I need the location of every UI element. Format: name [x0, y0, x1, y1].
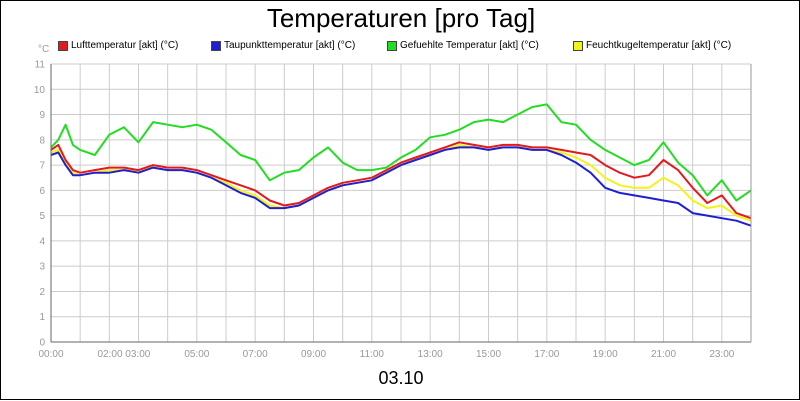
- y-tick-labels: 0 1 2 3 4 5 6 7 8 9 10 11: [34, 60, 46, 349]
- legend-label-feuchtkugeltemperatur: Feuchtkugeltemperatur [akt] (°C): [586, 40, 732, 51]
- legend-label-lufttemperatur: Lufttemperatur [akt] (°C): [71, 40, 179, 51]
- y-tick-label: 1: [39, 312, 45, 323]
- legend-swatch-lufttemperatur: [58, 41, 68, 51]
- legend-swatch-taupunkttemperatur: [211, 41, 221, 51]
- x-tick-label: 19:00: [593, 349, 618, 360]
- y-tick-label: 2: [39, 287, 45, 298]
- chart-title: Temperaturen [pro Tag]: [266, 3, 536, 33]
- y-tick-label: 10: [34, 85, 46, 96]
- series-line-gefuehlte-temperatur: [50, 103, 752, 202]
- y-axis-unit-label: °C: [38, 44, 49, 55]
- x-tick-label: 17:00: [534, 349, 559, 360]
- legend-swatch-feuchtkugeltemperatur: [573, 41, 583, 51]
- x-tick-label: 07:00: [243, 349, 268, 360]
- x-tick-label: 00:00: [38, 349, 63, 360]
- legend-label-gefuehlte-temperatur: Gefuehlte Temperatur [akt] (°C): [400, 40, 539, 51]
- series-line-taupunkttemperatur: [50, 146, 752, 227]
- x-tick-label: 13:00: [418, 349, 443, 360]
- series-line-lufttemperatur: [50, 141, 752, 220]
- y-tick-label: 7: [39, 161, 45, 172]
- series-lines: [50, 103, 752, 227]
- y-tick-label: 6: [39, 186, 45, 197]
- y-tick-label: 3: [39, 262, 45, 273]
- x-tick-label: 15:00: [476, 349, 501, 360]
- x-tick-label: 09:00: [301, 349, 326, 360]
- legend-swatch-gefuehlte-temperatur: [387, 41, 397, 51]
- x-tick-label: 21:00: [651, 349, 676, 360]
- y-tick-label: 9: [39, 110, 45, 121]
- y-tick-label: 4: [39, 236, 45, 247]
- legend-label-taupunkttemperatur: Taupunkttemperatur [akt] (°C): [224, 40, 356, 51]
- y-tick-label: 8: [39, 135, 45, 146]
- x-tick-label: 11:00: [360, 349, 385, 360]
- x-tick-label: 02:00 03:00: [98, 349, 151, 360]
- x-tick-labels: 00:00 02:00 03:00 05:00 07:00 09:00 11:00 13:0…: [38, 349, 734, 360]
- x-tick-label: 05:00: [184, 349, 209, 360]
- y-tick-label: 5: [39, 211, 45, 222]
- y-tick-label: 11: [35, 60, 46, 71]
- y-tick-label: 0: [39, 338, 45, 349]
- x-axis-date-label: 03.10: [378, 368, 424, 388]
- x-tick-label: 23:00: [709, 349, 734, 360]
